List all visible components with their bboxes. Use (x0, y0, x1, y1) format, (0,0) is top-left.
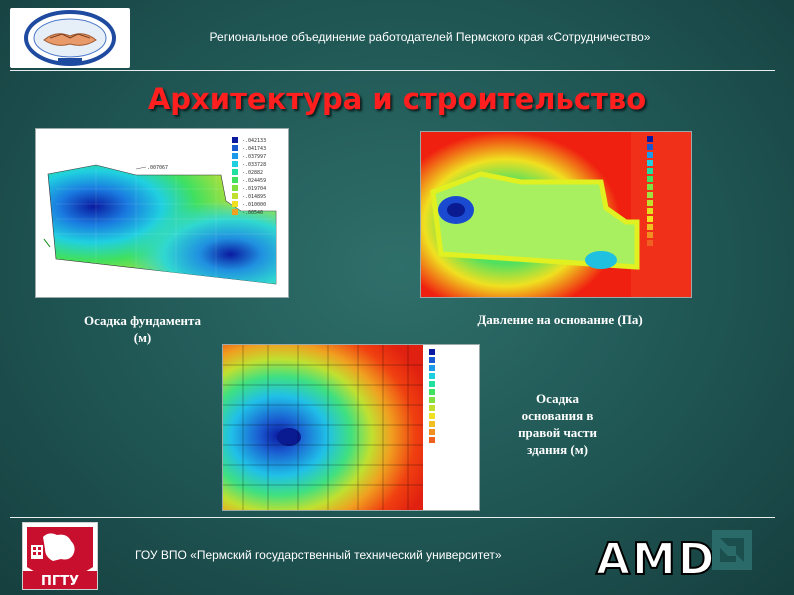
legend-value: -.014895 (242, 194, 266, 200)
cooperation-logo (10, 8, 130, 68)
legend-value: -.010000 (242, 202, 266, 208)
legend-value: -.042133 (242, 138, 266, 144)
legend-value: -.019704 (242, 186, 266, 192)
footer-divider (10, 517, 775, 518)
amd-arrow-icon (712, 530, 752, 570)
legend-value: -.033728 (242, 162, 266, 168)
caption-line: Осадка фундамента (83, 313, 202, 328)
foundation-settlement-caption: Осадка фундамента (м) (60, 312, 225, 346)
university-name: ГОУ ВПО «Пермский государственный технич… (135, 548, 502, 562)
org-title: Региональное объединение работодателей П… (209, 30, 651, 44)
legend-value: -.00540 (242, 210, 263, 216)
slide-title: Архитектура и строительство (147, 82, 647, 116)
legend-value: -.02882 (242, 170, 263, 176)
caption-line: правой части (518, 425, 597, 440)
handshake-icon (24, 10, 116, 66)
right-settlement-caption: Осадка основания в правой части здания (… (500, 390, 615, 458)
caption-line: Осадка (536, 391, 579, 406)
amd-logo: AMD (595, 533, 717, 586)
caption-line: здания (м) (527, 442, 588, 457)
caption-line: основания в (521, 408, 594, 423)
caption-line: (м) (133, 330, 152, 345)
legend-value: -.041743 (242, 146, 266, 152)
legend-value: -.024459 (242, 178, 266, 184)
foundation-settlement-image: .007067 -.042133 -.041743 -.037997 -.033… (35, 128, 289, 298)
bear-emblem-icon: ПГТУ (23, 527, 97, 589)
base-pressure-caption: Давление на основание (Па) (477, 312, 643, 327)
pgtu-logo: ПГТУ (22, 522, 98, 590)
right-settlement-image (222, 344, 480, 511)
svg-text:.007067: .007067 (147, 165, 168, 171)
pgtu-label: ПГТУ (41, 574, 79, 589)
legend-value: -.037997 (242, 154, 266, 160)
base-pressure-image (420, 131, 692, 298)
header-divider (10, 70, 775, 71)
